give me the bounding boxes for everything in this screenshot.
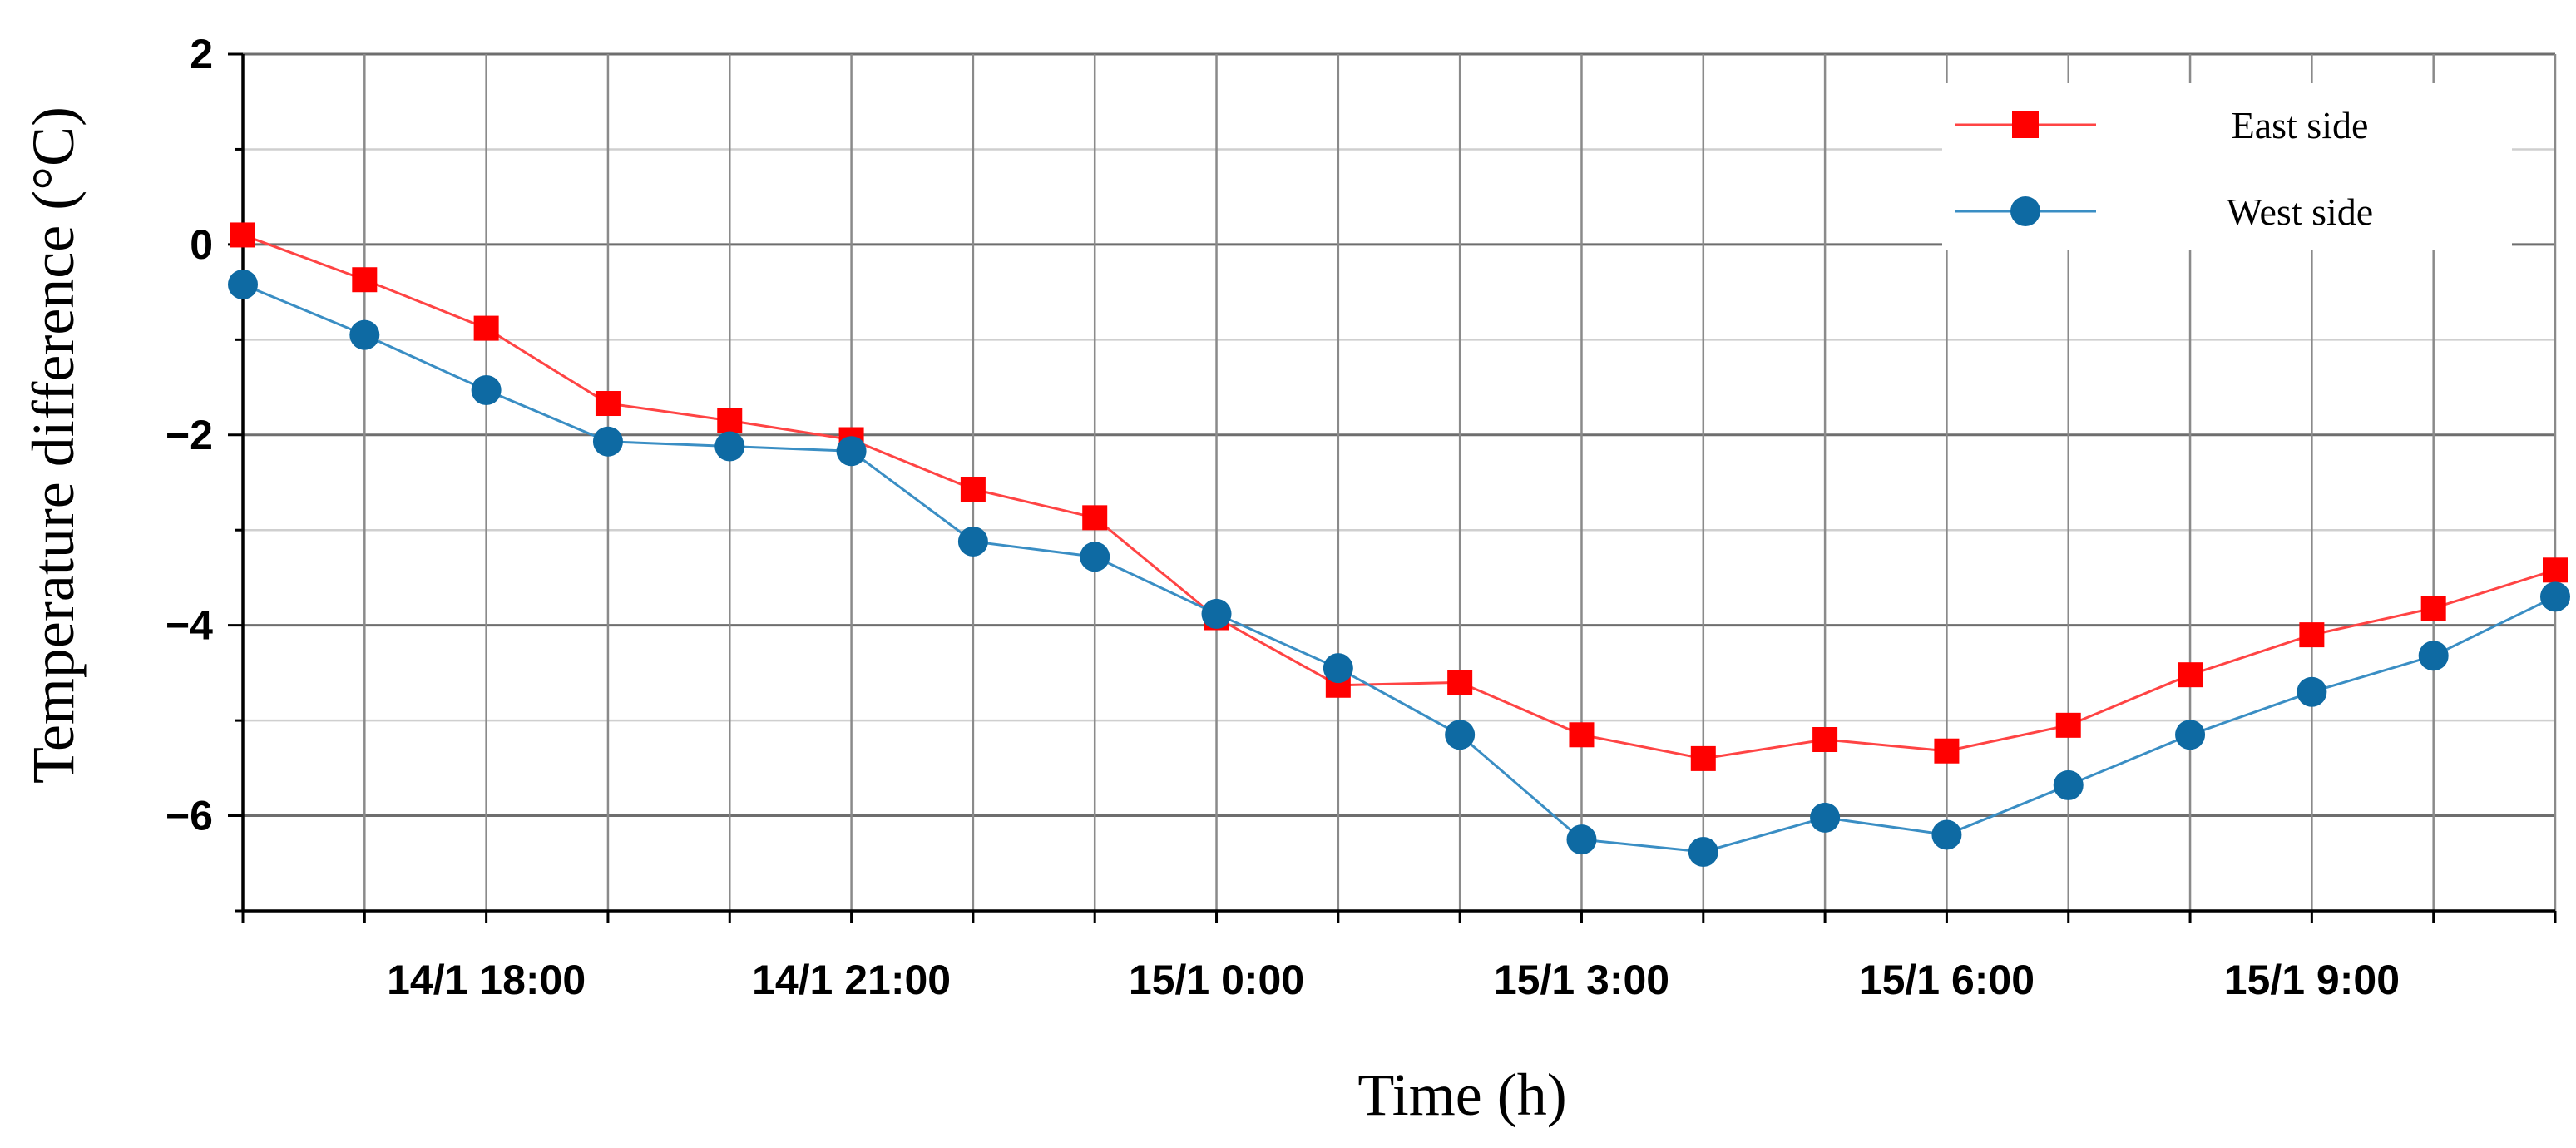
y-tick-label: −4 xyxy=(166,602,213,649)
data-point xyxy=(957,526,988,557)
y-tick-label: −6 xyxy=(166,793,213,839)
data-point xyxy=(2297,676,2327,707)
data-point xyxy=(349,319,380,350)
series-line xyxy=(242,283,2556,854)
data-point xyxy=(2178,662,2203,688)
data-point xyxy=(836,436,867,467)
legend-label: East side xyxy=(2232,104,2369,146)
legend-box xyxy=(1942,83,2512,250)
data-point xyxy=(714,431,745,462)
data-point xyxy=(228,269,258,299)
data-point xyxy=(2543,557,2568,583)
x-tick-label: 15/1 0:00 xyxy=(1129,957,1304,1003)
data-point xyxy=(2175,720,2206,750)
x-tick-label: 15/1 6:00 xyxy=(1859,957,2035,1003)
data-point xyxy=(1201,598,1232,629)
legend-marker xyxy=(2010,196,2040,226)
data-point xyxy=(2055,712,2081,738)
legend-entry: West side xyxy=(1955,191,2373,233)
x-tick-label: 14/1 21:00 xyxy=(752,957,951,1003)
y-tick-label: 0 xyxy=(190,221,213,268)
legend: East side West side xyxy=(1942,83,2512,250)
data-point xyxy=(1812,727,1838,752)
data-point xyxy=(352,267,378,293)
x-tick-label: 14/1 18:00 xyxy=(387,957,586,1003)
legend-marker xyxy=(2012,111,2039,138)
legend-label: West side xyxy=(2227,191,2373,233)
labels: Time (h) Temperature difference (°C) xyxy=(20,106,1567,1128)
data-point xyxy=(2540,581,2570,612)
x-axis-title: Time (h) xyxy=(1357,1061,1566,1128)
x-tick-label: 15/1 3:00 xyxy=(1494,957,1669,1003)
series-line xyxy=(242,234,2556,760)
series-west-side xyxy=(228,269,2570,868)
data-point xyxy=(1566,824,1597,855)
data-point xyxy=(1082,505,1108,531)
data-point xyxy=(960,477,986,502)
axes: 2 0 −2 −4 −6 14/1 18:00 14/1 21:00 15/1 0:00 15/… xyxy=(166,31,2557,1003)
y-axis-title: Temperature difference (°C) xyxy=(20,106,87,784)
legend-entry: East side xyxy=(1955,104,2368,146)
data-point xyxy=(1447,670,1473,695)
data-point xyxy=(1323,653,1353,684)
data-point xyxy=(230,222,255,248)
data-point xyxy=(1445,720,1476,750)
data-point xyxy=(1934,738,1960,764)
data-point xyxy=(2053,769,2084,800)
data-point xyxy=(1080,542,1110,572)
data-point xyxy=(471,374,502,405)
y-tick-label: 2 xyxy=(190,31,213,77)
data-point xyxy=(1688,837,1718,868)
data-point xyxy=(2299,622,2325,648)
data-point xyxy=(2418,641,2449,671)
data-point xyxy=(595,391,621,417)
data-point xyxy=(717,408,743,433)
x-tick-label: 15/1 9:00 xyxy=(2224,957,2400,1003)
y-tick-label: −2 xyxy=(166,412,213,458)
data-point xyxy=(1690,745,1716,771)
data-point xyxy=(1931,819,1962,850)
data-point xyxy=(1810,802,1841,833)
data-point xyxy=(592,426,623,457)
data-point xyxy=(1569,722,1595,748)
data-point xyxy=(2420,596,2446,621)
data-point xyxy=(473,315,499,341)
series-group xyxy=(228,222,2570,868)
